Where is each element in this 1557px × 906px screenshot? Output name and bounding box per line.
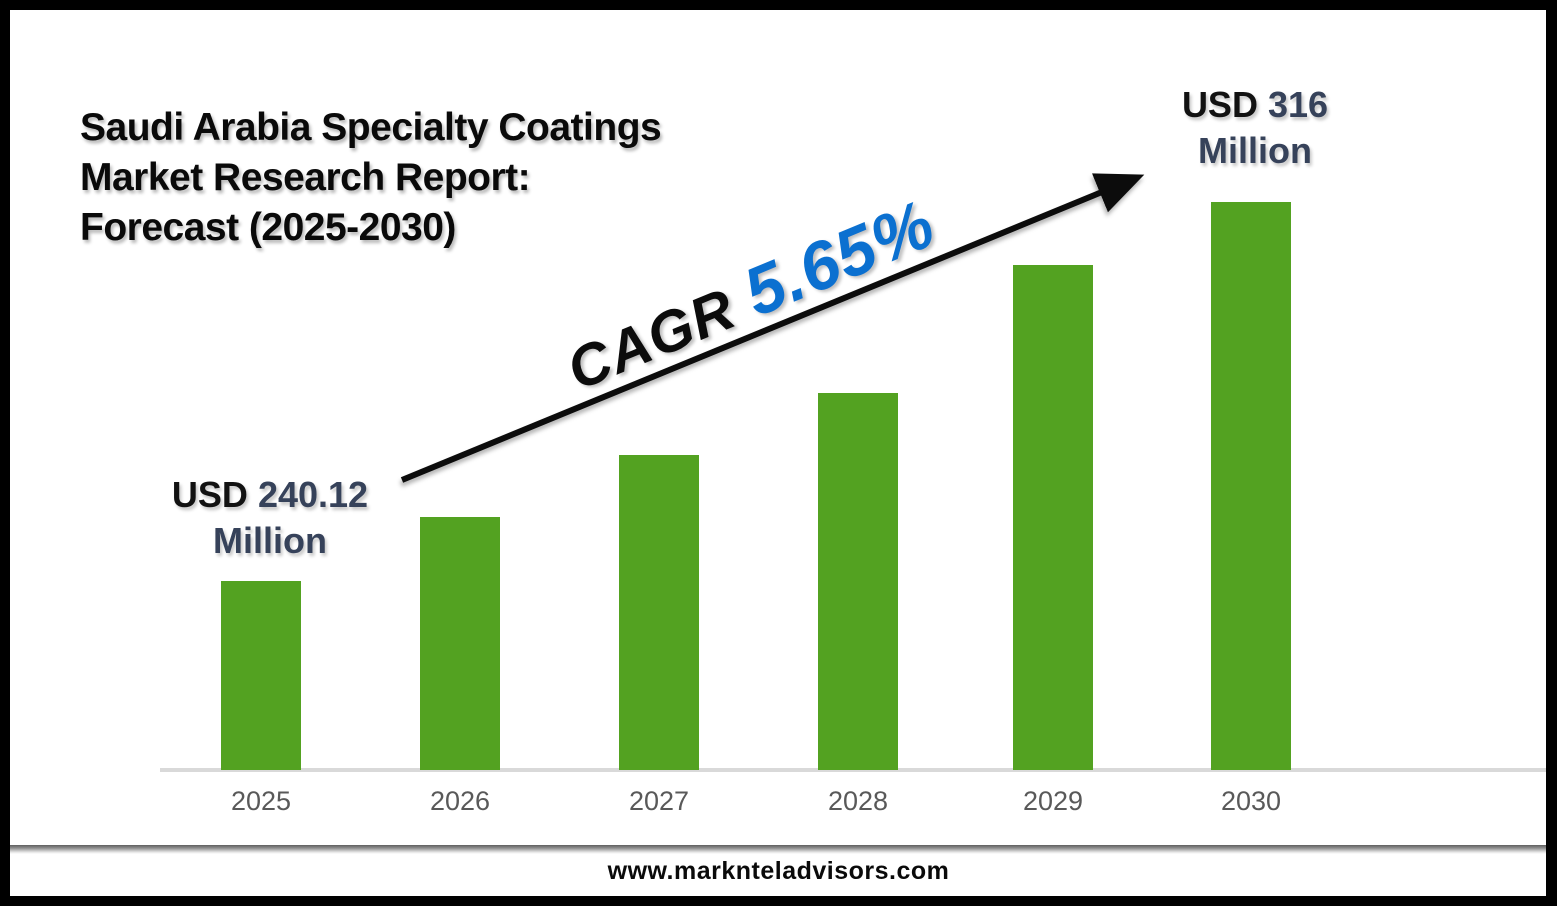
bar-2028 — [818, 393, 898, 770]
x-tick-2028: 2028 — [827, 786, 889, 816]
value-label-2030: USD 316 Million — [1115, 82, 1395, 174]
value-label-2025-value: 240.12 — [257, 474, 369, 515]
value-label-2025-prefix: USD — [171, 474, 248, 515]
value-label-2030-unit: Million — [1198, 130, 1312, 171]
x-axis-line — [160, 768, 1548, 772]
x-tick-2027: 2027 — [628, 786, 690, 816]
value-label-2030-line-1: USD 316 — [1115, 82, 1395, 128]
footer-url: www.marknteladvisors.com — [607, 857, 950, 885]
x-tick-2025: 2025 — [230, 786, 292, 816]
bar-2030 — [1211, 202, 1291, 770]
value-label-2025-line-1: USD 240.12 — [130, 472, 410, 518]
value-label-2025: USD 240.12 Million — [130, 472, 410, 564]
footer-divider — [0, 845, 1557, 854]
chart-title-line-1: Saudi Arabia Specialty Coatings — [80, 106, 662, 149]
chart-title-line-2: Market Research Report: — [80, 156, 531, 199]
bar-2025 — [221, 581, 301, 770]
value-label-2025-unit: Million — [213, 520, 327, 561]
value-label-2030-value: 316 — [1267, 84, 1329, 125]
x-tick-2026: 2026 — [429, 786, 491, 816]
chart-title-line-3: Forecast (2025-2030) — [80, 206, 456, 249]
value-label-2030-prefix: USD — [1181, 84, 1258, 125]
chart-title: Saudi Arabia Specialty Coatings Market R… — [80, 103, 662, 253]
bar-2026 — [420, 517, 500, 770]
x-tick-2029: 2029 — [1022, 786, 1084, 816]
bar-2029 — [1013, 265, 1093, 770]
x-tick-2030: 2030 — [1220, 786, 1282, 816]
bar-2027 — [619, 455, 699, 770]
